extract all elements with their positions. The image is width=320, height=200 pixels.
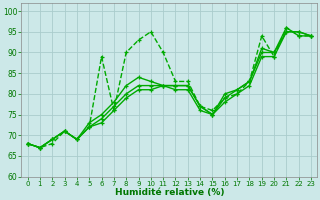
X-axis label: Humidité relative (%): Humidité relative (%) [115,188,224,197]
